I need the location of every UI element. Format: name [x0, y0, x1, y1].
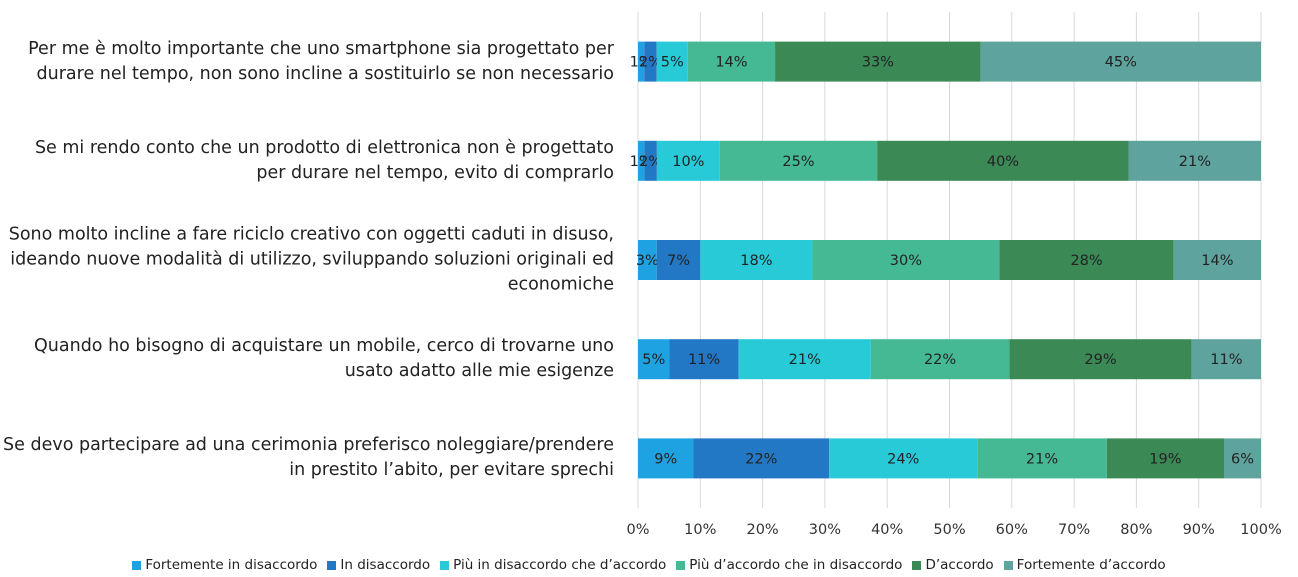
data-label: 7% — [667, 253, 690, 269]
data-label: 24% — [887, 451, 919, 467]
x-tick-label: 90% — [1183, 522, 1215, 538]
category-label: Se mi rendo conto che un prodotto di ele… — [34, 137, 614, 183]
data-label: 5% — [661, 55, 684, 71]
bar-segment — [877, 140, 1129, 181]
x-tick-label: 100% — [1240, 522, 1281, 538]
legend-item: In disaccordo — [327, 557, 430, 573]
data-label: 6% — [1231, 451, 1254, 467]
data-label: 30% — [890, 253, 922, 269]
data-label: 28% — [1070, 253, 1102, 269]
legend-label: Più in disaccordo che d’accordo — [453, 557, 667, 573]
data-label: 33% — [862, 55, 894, 71]
bar-segment — [644, 41, 657, 82]
bar-segment — [638, 438, 694, 479]
data-label: 2% — [639, 154, 662, 170]
bar-segment — [775, 41, 981, 82]
x-tick-label: 70% — [1058, 522, 1090, 538]
bar-segment — [669, 339, 739, 380]
x-tick-label: 30% — [809, 522, 841, 538]
legend-label: Più d’accordo che in disaccordo — [689, 557, 903, 573]
legend-label: Fortemente in disaccordo — [145, 557, 318, 573]
legend-item: Più d’accordo che in disaccordo — [676, 557, 902, 573]
bar-segment — [638, 240, 657, 280]
data-label: 2% — [639, 55, 662, 71]
bar-segment — [980, 41, 1261, 82]
legend-swatch — [132, 560, 142, 570]
data-label: 14% — [715, 55, 747, 71]
bar-segment — [638, 41, 645, 82]
legend-swatch — [327, 560, 337, 570]
bar-segment — [644, 140, 657, 181]
bar-segment — [1191, 339, 1261, 380]
x-tick-label: 60% — [996, 522, 1028, 538]
data-label: 21% — [1179, 154, 1211, 170]
bar-segment — [638, 339, 670, 380]
bar-segment — [738, 339, 871, 380]
data-label: 45% — [1105, 55, 1137, 71]
data-label: 11% — [688, 352, 720, 368]
data-label: 14% — [1201, 253, 1233, 269]
bar-segment — [1128, 140, 1261, 181]
data-label: 9% — [654, 451, 677, 467]
legend-label: D’accordo — [925, 557, 994, 573]
data-label: 10% — [672, 154, 704, 170]
bar-segment — [693, 438, 830, 479]
bar-segment — [638, 140, 645, 181]
legend: Fortemente in disaccordo In disaccordo Più… — [0, 557, 1298, 573]
bar-segment — [999, 240, 1174, 280]
category-label: Se devo partecipare ad una cerimonia pre… — [3, 435, 614, 481]
category-label: Quando ho bisogno di acquistare un mobil… — [34, 336, 614, 382]
bar-segment — [687, 41, 776, 82]
bar-segment — [829, 438, 978, 479]
legend-label: In disaccordo — [340, 557, 431, 573]
x-tick-label: 50% — [933, 522, 965, 538]
data-label: 25% — [782, 154, 814, 170]
bar-segment — [700, 240, 813, 280]
data-label: 3% — [636, 253, 659, 269]
data-label: 18% — [740, 253, 772, 269]
bar-segment — [656, 140, 720, 181]
data-label: 11% — [1210, 352, 1242, 368]
bar-segment — [1173, 240, 1261, 280]
bar-segment — [1009, 339, 1192, 380]
legend-swatch — [1003, 560, 1013, 570]
x-tick-label: 20% — [746, 522, 778, 538]
data-label: 5% — [642, 352, 665, 368]
data-label: 40% — [987, 154, 1019, 170]
bar-segment — [719, 140, 878, 181]
category-label: Sono molto incline a fare riciclo creati… — [8, 224, 614, 295]
legend-swatch — [676, 560, 686, 570]
data-label: 21% — [1026, 451, 1058, 467]
data-label: 22% — [745, 451, 777, 467]
x-tick-label: 0% — [626, 522, 649, 538]
bar-segment — [1106, 438, 1224, 479]
legend-swatch — [440, 560, 450, 570]
legend-item: Fortemente in disaccordo — [132, 557, 317, 573]
bar-segment — [656, 240, 701, 280]
data-label: 19% — [1149, 451, 1181, 467]
legend-item: D’accordo — [912, 557, 994, 573]
legend-item: Più in disaccordo che d’accordo — [440, 557, 666, 573]
bar-segment — [1223, 438, 1261, 479]
bar-segment — [656, 41, 688, 82]
legend-item: Fortemente d’accordo — [1003, 557, 1166, 573]
bar-segment — [870, 339, 1010, 380]
x-tick-label: 40% — [871, 522, 903, 538]
legend-label: Fortemente d’accordo — [1016, 557, 1166, 573]
data-label: 21% — [789, 352, 821, 368]
category-label: Per me è molto importante che uno smartp… — [28, 38, 614, 84]
data-label: 29% — [1084, 352, 1116, 368]
bar-segment — [977, 438, 1107, 479]
legend-swatch — [912, 560, 922, 570]
x-tick-label: 10% — [684, 522, 716, 538]
bar-segment — [812, 240, 1000, 280]
x-tick-label: 80% — [1120, 522, 1152, 538]
data-label: 22% — [924, 352, 956, 368]
